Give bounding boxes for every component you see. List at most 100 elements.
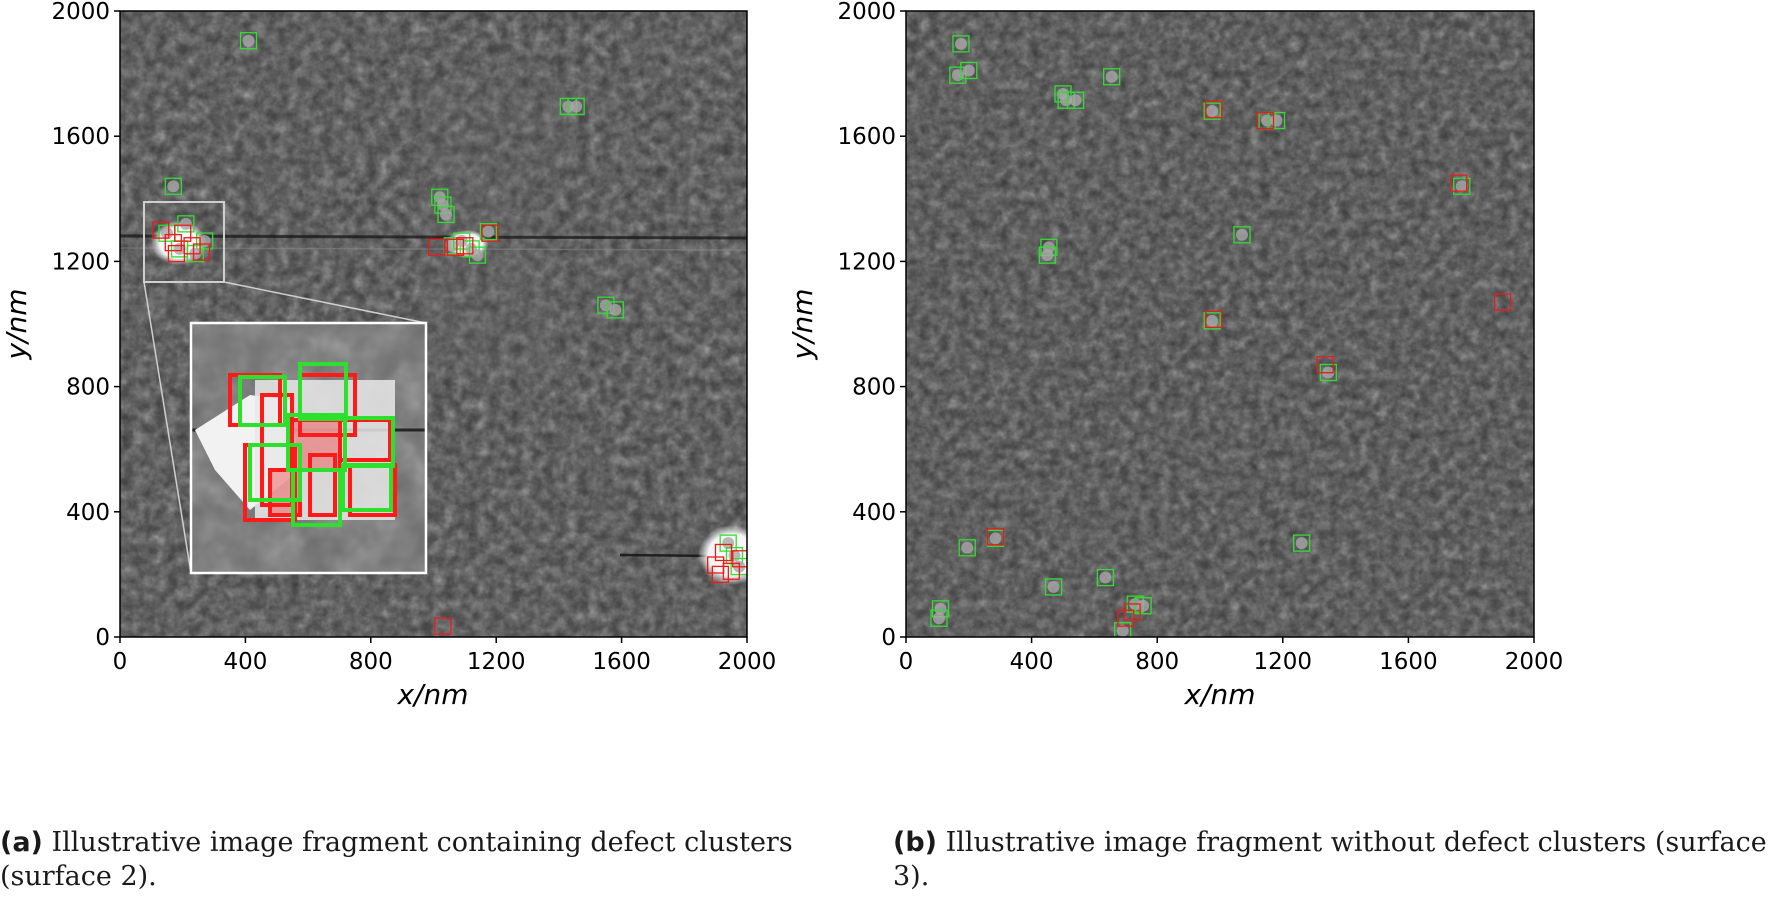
detection-box-green (1203, 312, 1221, 330)
defect-spot (932, 612, 945, 625)
detection-box-red (1205, 310, 1223, 328)
y-tick-label: 2000 (837, 0, 896, 25)
detection-box-green (1203, 102, 1221, 120)
x-tick-label: 1200 (467, 649, 526, 675)
defect-spot (1206, 105, 1219, 118)
detection-box-green (195, 232, 214, 250)
x-tick-label: 2000 (718, 649, 777, 675)
defect-spot (1047, 580, 1060, 593)
detection-box-green (1044, 578, 1063, 596)
detection-box-green (567, 97, 585, 116)
y-tick-label: 1600 (51, 124, 110, 150)
detection-box-green (164, 177, 182, 195)
detection-box-red (1205, 100, 1223, 119)
inset-detections (228, 362, 397, 527)
x-tick-label: 400 (223, 649, 267, 675)
detections-red-b (986, 100, 1512, 627)
defect-spot (934, 602, 947, 615)
defect-spot (1069, 94, 1082, 107)
detection-box-green (930, 609, 948, 627)
detection-box-green (952, 35, 970, 53)
defect-spot (1206, 314, 1219, 327)
defect-spot (242, 34, 255, 47)
caption-letter-a: (a) (0, 827, 43, 858)
defect-spot (1060, 94, 1073, 107)
detection-box-green (1096, 568, 1115, 587)
detection-box-green (177, 215, 195, 233)
detection-box-green (1453, 177, 1471, 195)
detection-box-red (192, 243, 211, 261)
panel-a: 0 400 800 1200 1600 2000 0 400 800 1200 1600 2000 x… (0, 0, 776, 711)
defect-spot (1137, 599, 1150, 612)
defect-spot (954, 37, 967, 50)
detection-box-red (481, 224, 499, 242)
detection-box-red (986, 528, 1005, 546)
axis-ticks-b: 0 400 800 1200 1600 2000 0 400 800 1200 1600 2000 (837, 0, 1563, 675)
defect-spot (961, 541, 974, 554)
detection-box-green (1267, 111, 1286, 130)
detection-box-red (167, 244, 186, 263)
plot-frame-a (119, 10, 748, 638)
detection-box-green (1103, 68, 1121, 86)
defect-spot (989, 532, 1002, 545)
x-tick-label: 1600 (592, 649, 651, 675)
inset-frame (189, 321, 428, 575)
detection-box-red (1117, 609, 1135, 627)
defect-spot (436, 199, 449, 212)
defect-spot (1270, 114, 1283, 127)
defect-spot (167, 180, 180, 193)
caption-text-b: Illustrative image fragment without defe… (893, 827, 1767, 892)
detection-box-red (174, 224, 192, 242)
detection-box-red (427, 238, 446, 256)
detection-box-red (1316, 356, 1334, 374)
detection-box-green (437, 205, 455, 224)
y-tick-label: 0 (95, 625, 110, 651)
detection-box-red (434, 617, 452, 635)
defect-spot (951, 69, 964, 82)
defect-spot (482, 225, 495, 238)
detection-box-green (1292, 534, 1311, 552)
detection-box-red (722, 562, 740, 580)
y-tick-label: 800 (66, 375, 110, 401)
defect-spot (1041, 249, 1054, 262)
defect-spot (1295, 537, 1308, 550)
inset-region-box (143, 201, 225, 283)
detection-box-red (152, 221, 170, 239)
detection-box-red (714, 543, 733, 562)
inset-connector-right (223, 281, 427, 324)
axis-ticks-a: 0 400 800 1200 1600 2000 0 400 800 1200 1600 2000 (51, 0, 776, 675)
x-axis-title-a: x/nm (396, 678, 468, 711)
y-tick-label: 800 (852, 375, 896, 401)
caption-b: (b) Illustrative image fragment without … (893, 826, 1773, 894)
defect-spot (1261, 114, 1274, 127)
caption-letter-b: (b) (893, 827, 938, 858)
detection-box-red (456, 237, 474, 255)
micrograph-a (120, 11, 747, 637)
detection-box-green (468, 246, 487, 264)
detection-box-red (164, 233, 182, 252)
panel-b: 0 400 800 1200 1600 2000 0 400 800 1200 1600 2000 x… (786, 0, 1563, 711)
y-tick-label: 400 (66, 500, 110, 526)
y-tick-label: 0 (881, 625, 896, 651)
y-tick-label: 400 (852, 500, 896, 526)
defect-spot (609, 303, 622, 316)
detection-box-green (958, 539, 976, 557)
detection-box-green (1233, 226, 1251, 244)
detection-box-green (1114, 622, 1132, 637)
x-tick-label: 800 (1135, 649, 1179, 675)
defect-spot (1099, 571, 1112, 584)
y-tick-label: 1200 (837, 249, 896, 275)
detection-box-green (1038, 246, 1056, 264)
x-tick-label: 0 (113, 649, 128, 675)
x-tick-label: 1600 (1379, 649, 1438, 675)
detection-box-red (1449, 174, 1468, 192)
defect-spot (1116, 624, 1129, 637)
y-tick-label: 1200 (51, 249, 110, 275)
y-axis-title-a: y/nm (0, 288, 33, 360)
detection-box-green (479, 223, 498, 241)
y-tick-label: 2000 (51, 0, 110, 25)
detection-box-green (719, 534, 737, 552)
detection-box-green (1134, 597, 1152, 615)
detection-box-red (1493, 293, 1512, 311)
detection-box-green (606, 301, 624, 319)
